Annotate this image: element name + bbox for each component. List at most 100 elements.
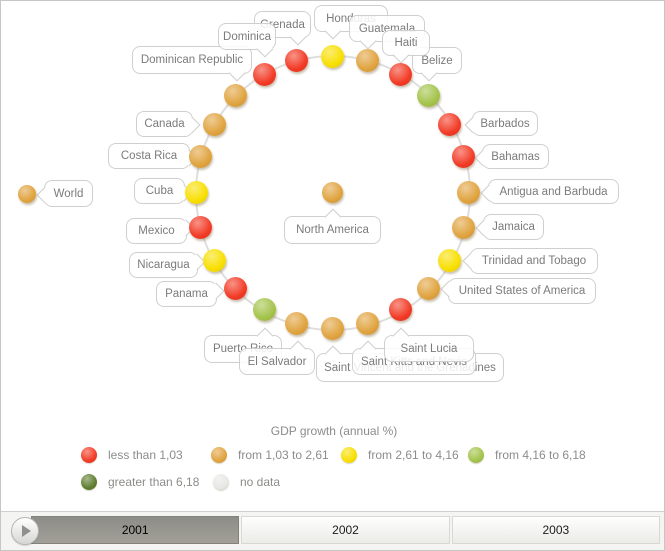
balloon-pointer (256, 40, 274, 58)
dot-united-states-of-america[interactable] (416, 276, 440, 300)
balloon-pointer (480, 184, 498, 202)
dot-puerto-rico[interactable] (252, 298, 276, 322)
dot-saint-vincent-and-the-grenadines[interactable] (320, 316, 344, 340)
legend-swatch (81, 447, 97, 463)
label-text: Mexico (138, 225, 175, 237)
legend-label: from 4,16 to 6,18 (495, 448, 586, 462)
label-barbados: Barbados (464, 111, 538, 136)
dot-barbados[interactable] (438, 112, 462, 136)
label-el-salvador: El Salvador (239, 340, 315, 375)
dot-nicaragua[interactable] (202, 248, 226, 272)
dot-trinidad-and-tobago[interactable] (438, 248, 462, 272)
balloon-pointer (464, 116, 482, 134)
label-text: World (53, 187, 84, 200)
legend-item-from-2-61-to-4-16: from 2,61 to 4,16 (341, 447, 459, 463)
balloon-pointer (359, 32, 377, 50)
label-text: United States of America (458, 285, 586, 297)
label-nicaragua: Nicaragua (129, 252, 206, 278)
balloon-pointer (440, 280, 458, 298)
label-mexico: Mexico (126, 218, 195, 244)
dot-honduras[interactable] (320, 44, 344, 68)
label-bahamas: Bahamas (474, 144, 549, 169)
label-saint-lucia: Saint Lucia (384, 327, 474, 362)
year-buttons: 2001 2002 2003 (31, 516, 662, 544)
label-text: El Salvador (247, 355, 307, 368)
dot-grenada[interactable] (285, 49, 309, 73)
play-icon (22, 525, 31, 537)
balloon-pointer (183, 116, 201, 134)
dot-world[interactable] (18, 185, 36, 203)
label-world: World (36, 180, 93, 207)
label-text: North America (296, 224, 369, 236)
dot-el-salvador[interactable] (285, 311, 309, 335)
balloon-pointer (420, 64, 438, 82)
legend-item-less-than-1-03: less than 1,03 (81, 447, 183, 463)
dot-antigua-and-barbuda[interactable] (456, 180, 480, 204)
dot-jamaica[interactable] (451, 215, 475, 239)
year-button-2001[interactable]: 2001 (31, 516, 240, 544)
label-dominican-republic: Dominican Republic (132, 46, 252, 82)
label-text: Dominican Republic (140, 54, 244, 66)
balloon-pointer (324, 345, 342, 363)
legend-item-from-4-16-to-6-18: from 4,16 to 6,18 (468, 447, 586, 463)
dot-cuba[interactable] (184, 180, 208, 204)
label-canada: Canada (136, 111, 201, 137)
dot-haiti[interactable] (388, 62, 412, 86)
legend-item-from-1-03-to-2-61: from 1,03 to 2,61 (211, 447, 329, 463)
legend-label: greater than 6,18 (108, 475, 200, 489)
label-text: Saint Lucia (400, 342, 458, 355)
label-trinidad-and-tobago: Trinidad and Tobago (462, 248, 598, 274)
year-button-2003[interactable]: 2003 (451, 516, 660, 544)
dot-guatemala[interactable] (355, 49, 379, 73)
legend-label: less than 1,03 (108, 448, 183, 462)
label-text: Cuba (145, 185, 174, 197)
label-jamaica: Jamaica (475, 214, 544, 240)
year-button-2002[interactable]: 2002 (241, 516, 450, 544)
dot-belize[interactable] (416, 84, 440, 108)
legend-swatch (81, 474, 97, 490)
legend-swatch (341, 447, 357, 463)
balloon-pointer (474, 149, 492, 167)
label-text: Trinidad and Tobago (481, 255, 587, 267)
dot-costa-rica[interactable] (189, 145, 213, 169)
label-text: Nicaragua (137, 259, 190, 271)
label-text: Belize (421, 54, 453, 67)
dot-dominica[interactable] (252, 62, 276, 86)
dot-saint-lucia[interactable] (388, 298, 412, 322)
label-costa-rica: Costa Rica (108, 143, 198, 169)
legend-label: from 1,03 to 2,61 (238, 448, 329, 462)
label-north-america: North America (284, 208, 381, 244)
legend-swatch (213, 474, 229, 490)
label-antigua-and-barbuda: Antigua and Barbuda (480, 179, 619, 204)
balloon-pointer (392, 46, 410, 64)
dot-canada[interactable] (202, 112, 226, 136)
label-text: Canada (144, 118, 185, 130)
balloon-pointer (228, 64, 246, 82)
label-text: Costa Rica (120, 150, 178, 162)
label-cuba: Cuba (134, 178, 193, 204)
dot-mexico[interactable] (189, 215, 213, 239)
dot-panama[interactable] (224, 276, 248, 300)
legend-title: GDP growth (annual %) (270, 424, 398, 438)
legend-swatch (468, 447, 484, 463)
label-text: Jamaica (492, 221, 535, 233)
dot-bahamas[interactable] (451, 145, 475, 169)
label-text: Dominica (223, 30, 271, 43)
play-button[interactable] (11, 517, 39, 545)
legend-label: no data (240, 475, 281, 489)
label-dominica: Dominica (218, 23, 276, 58)
legend-item-no-data: no data (213, 474, 280, 490)
label-panama: Panama (156, 281, 225, 307)
label-united-states-of-america: United States of America (440, 278, 596, 304)
dot-dominican-republic[interactable] (224, 84, 248, 108)
label-text: Antigua and Barbuda (499, 185, 608, 198)
label-text: Haiti (394, 37, 418, 49)
timeline: 2001 2002 2003 (1, 511, 664, 550)
label-text: Barbados (480, 117, 530, 130)
legend-item-greater-than-6-18: greater than 6,18 (81, 474, 199, 490)
dot-north-america[interactable] (321, 181, 343, 203)
balloon-pointer (36, 186, 54, 204)
dot-saint-kitts-and-nevis[interactable] (355, 311, 379, 335)
label-text: Panama (165, 288, 208, 300)
